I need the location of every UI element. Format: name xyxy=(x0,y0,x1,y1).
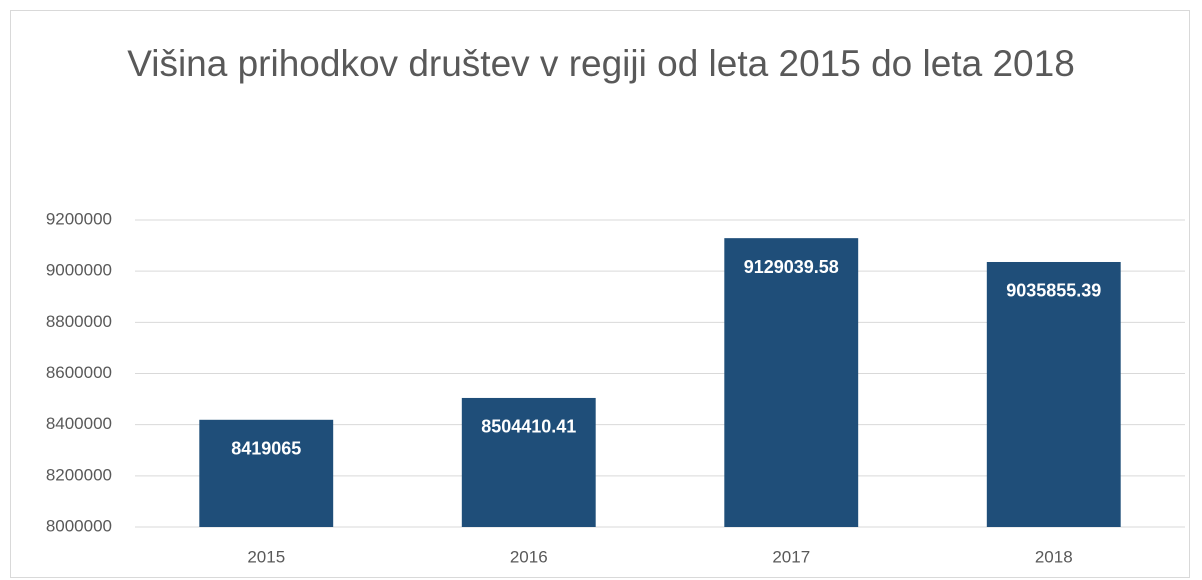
bar xyxy=(199,419,334,527)
y-tick-label: 8200000 xyxy=(46,465,112,484)
chart-title: Višina prihodkov društev v regiji od let… xyxy=(127,43,1075,84)
x-tick-label: 2015 xyxy=(247,547,285,566)
bar xyxy=(724,238,859,527)
x-tick-label: 2018 xyxy=(1035,547,1073,566)
value-label: 8504410.41 xyxy=(481,417,576,437)
y-tick-label: 8400000 xyxy=(46,414,112,433)
chart-frame xyxy=(10,10,1190,578)
y-tick-label: 9200000 xyxy=(46,209,112,228)
x-tick-label: 2016 xyxy=(510,547,548,566)
value-label: 8419065 xyxy=(231,439,301,459)
y-tick-label: 8800000 xyxy=(46,312,112,331)
y-tick-label: 8000000 xyxy=(46,516,112,535)
y-tick-label: 9000000 xyxy=(46,261,112,280)
bar xyxy=(986,261,1121,527)
y-tick-label: 8600000 xyxy=(46,363,112,382)
bar xyxy=(461,397,596,527)
x-tick-label: 2017 xyxy=(772,547,810,566)
value-label: 9035855.39 xyxy=(1006,281,1101,301)
value-label: 9129039.58 xyxy=(744,257,839,277)
